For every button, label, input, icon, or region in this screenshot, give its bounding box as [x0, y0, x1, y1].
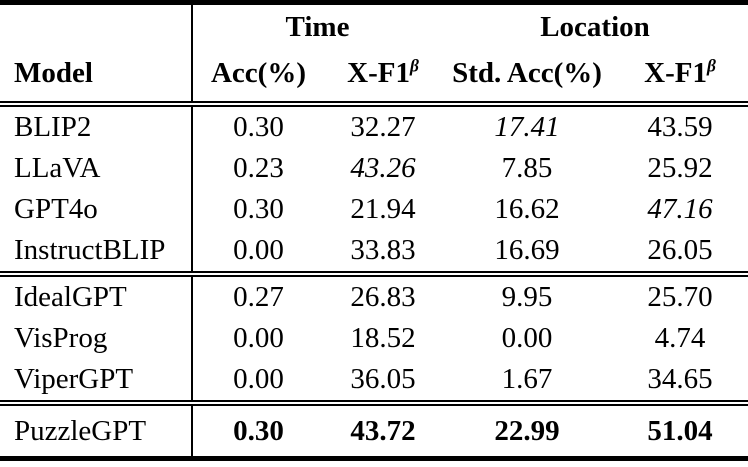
cell-time-xf1: 43.26: [350, 152, 416, 185]
column-header-time-xf1: X-F1β: [324, 49, 442, 104]
beta-superscript: β: [706, 54, 716, 75]
cell-loc-xf1: 34.65: [647, 363, 713, 396]
cell-loc-acc: 7.85: [501, 152, 553, 185]
cell-loc-acc: 16.69: [494, 234, 560, 267]
table-row-vipergpt: ViperGPT 0.00 36.05 1.67 34.65: [0, 359, 748, 404]
cell-time-acc: 0.30: [233, 111, 284, 144]
cell-loc-xf1: 4.74: [654, 322, 706, 355]
column-header-loc-acc: Std. Acc(%): [452, 56, 602, 89]
model-name: GPT4o: [0, 189, 193, 231]
table-header: Time Location Model Acc(%) X-F1β Std. Ac…: [0, 2, 748, 104]
cell-loc-acc: 22.99: [494, 414, 560, 447]
model-name: InstructBLIP: [0, 230, 193, 275]
cell-time-acc: 0.23: [233, 152, 284, 185]
model-name: IdealGPT: [0, 274, 193, 319]
cell-time-acc: 0.00: [233, 363, 284, 396]
cell-time-xf1: 43.72: [350, 414, 416, 447]
beta-superscript: β: [409, 54, 419, 75]
model-name: BLIP2: [0, 104, 193, 149]
table-row-llava: LLaVA 0.23 43.26 7.85 25.92: [0, 148, 748, 190]
table-row-puzzlegpt: PuzzleGPT 0.30 43.72 22.99 51.04: [0, 403, 748, 459]
model-name: VisProg: [0, 318, 193, 360]
table-row-idealgpt: IdealGPT 0.27 26.83 9.95 25.70: [0, 274, 748, 319]
table-group-baselines: BLIP2 0.30 32.27 17.41 43.59 LLaVA 0.23 …: [0, 104, 748, 275]
cell-loc-xf1: 47.16: [647, 193, 713, 226]
column-header-model: Model: [0, 49, 193, 104]
cell-loc-xf1: 26.05: [647, 234, 713, 267]
column-header-row: Model Acc(%) X-F1β Std. Acc(%) X-F1β: [0, 49, 748, 104]
group-header-location: Location: [540, 10, 650, 43]
column-header-time-acc: Acc(%): [210, 56, 306, 89]
cell-time-xf1: 26.83: [350, 281, 416, 314]
group-header-row: Time Location: [0, 2, 748, 49]
model-name: PuzzleGPT: [0, 403, 193, 459]
cell-time-xf1: 36.05: [350, 363, 416, 396]
table-row-visprog: VisProg 0.00 18.52 0.00 4.74: [0, 318, 748, 360]
cell-loc-acc: 17.41: [494, 111, 560, 144]
cell-loc-acc: 9.95: [501, 281, 553, 314]
column-header-loc-xf1: X-F1β: [612, 49, 748, 104]
cell-loc-acc: 0.00: [501, 322, 553, 355]
table-row-blip2: BLIP2 0.30 32.27 17.41 43.59: [0, 104, 748, 149]
cell-loc-xf1: 25.70: [647, 281, 713, 314]
cell-loc-acc: 16.62: [494, 193, 560, 226]
cell-loc-xf1: 25.92: [647, 152, 713, 185]
cell-time-acc: 0.27: [233, 281, 284, 314]
cell-time-acc: 0.00: [233, 234, 284, 267]
xf1-label: X-F1: [644, 56, 707, 89]
cell-time-acc: 0.30: [233, 414, 284, 447]
cell-time-xf1: 21.94: [350, 193, 416, 226]
group-header-time: Time: [285, 10, 350, 43]
cell-time-xf1: 18.52: [350, 322, 416, 355]
cell-loc-acc: 1.67: [501, 363, 553, 396]
corner-cell: [0, 2, 193, 49]
table-row-gpt4o: GPT4o 0.30 21.94 16.62 47.16: [0, 189, 748, 231]
cell-time-acc: 0.30: [233, 193, 284, 226]
cell-loc-xf1: 43.59: [647, 111, 713, 144]
xf1-label: X-F1: [347, 56, 410, 89]
model-name: ViperGPT: [0, 359, 193, 404]
cell-time-xf1: 33.83: [350, 234, 416, 267]
cell-time-xf1: 32.27: [350, 111, 416, 144]
model-name: LLaVA: [0, 148, 193, 190]
cell-time-acc: 0.00: [233, 322, 284, 355]
table-row-instructblip: InstructBLIP 0.00 33.83 16.69 26.05: [0, 230, 748, 275]
table-group-puzzlegpt: PuzzleGPT 0.30 43.72 22.99 51.04: [0, 403, 748, 459]
cell-loc-xf1: 51.04: [647, 414, 713, 447]
table-group-agents: IdealGPT 0.27 26.83 9.95 25.70 VisProg 0…: [0, 274, 748, 404]
